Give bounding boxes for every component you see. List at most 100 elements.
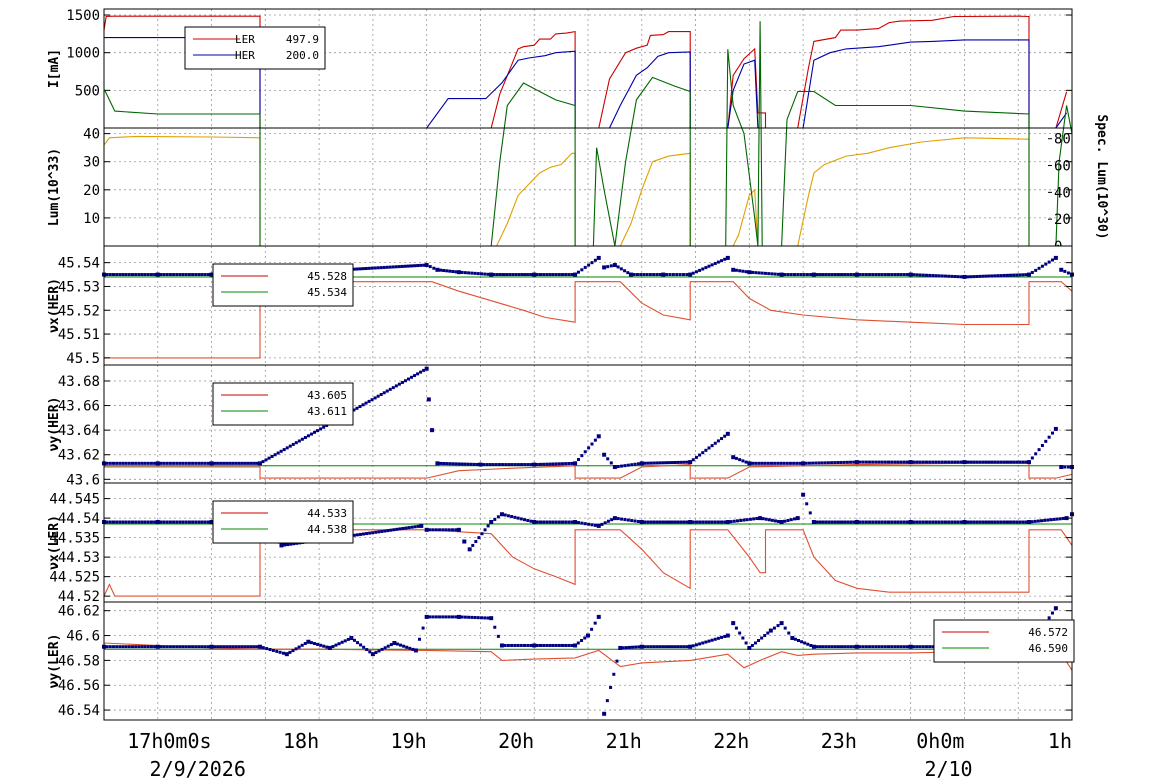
scatter-point — [679, 520, 683, 524]
scatter-point — [456, 614, 461, 619]
scatter-point — [953, 460, 957, 464]
scatter-point — [768, 628, 773, 633]
scatter-point — [808, 511, 812, 515]
scatter-point — [496, 515, 500, 519]
scatter-point — [488, 463, 492, 467]
scatter-point — [454, 615, 458, 619]
scatter-point — [934, 520, 938, 524]
scatter-point — [975, 274, 979, 278]
scatter-point — [763, 461, 767, 465]
scatter-point — [821, 645, 825, 649]
scatter-point — [1036, 519, 1040, 523]
scatter-point — [576, 457, 580, 461]
scatter-point — [231, 645, 235, 649]
y-tick-label: 30 — [83, 155, 100, 171]
scatter-point — [915, 273, 919, 277]
scatter-point — [507, 463, 511, 467]
scatter-point — [802, 273, 806, 277]
scatter-point — [1040, 444, 1044, 448]
scatter-point — [548, 273, 552, 277]
y-tick-label: 44.52 — [58, 589, 100, 605]
scatter-point — [596, 523, 601, 528]
x-date-label: 2/10 — [924, 757, 972, 781]
y-tick-label: 46.56 — [58, 678, 100, 694]
scatter-point — [143, 273, 147, 277]
scatter-point — [422, 368, 426, 372]
scatter-point — [438, 615, 442, 619]
scatter-point — [567, 273, 571, 277]
scatter-point — [811, 644, 816, 649]
scatter-point — [782, 461, 786, 465]
scatter-point — [679, 460, 683, 464]
scatter-point — [704, 448, 708, 452]
scatter-point — [738, 269, 742, 273]
scatter-point — [959, 520, 963, 524]
scatter-point — [698, 642, 702, 646]
scatter-point — [868, 645, 872, 649]
scatter-point — [206, 645, 210, 649]
scatter-point — [470, 615, 474, 619]
scatter-point — [1005, 520, 1009, 524]
series-line-2 — [104, 37, 1068, 129]
scatter-point — [937, 460, 941, 464]
scatter-point — [1053, 255, 1058, 260]
scatter-point — [1024, 460, 1028, 464]
scatter-point — [573, 461, 578, 466]
scatter-point — [564, 462, 568, 466]
scatter-point — [407, 526, 411, 530]
scatter-point — [545, 520, 549, 524]
scatter-point — [694, 270, 698, 274]
scatter-point — [924, 273, 928, 277]
scatter-point — [779, 272, 784, 277]
scatter-point — [915, 520, 919, 524]
scatter-point — [629, 272, 634, 277]
scatter-point — [1047, 435, 1051, 439]
scatter-point — [503, 513, 507, 517]
legend-value: 44.533 — [307, 507, 347, 520]
scatter-point — [516, 463, 520, 467]
scatter-point — [984, 520, 988, 524]
scatter-point — [243, 461, 247, 465]
scatter-point — [675, 273, 679, 277]
scatter-point — [432, 266, 436, 270]
scatter-point — [570, 461, 574, 465]
scatter-point — [146, 520, 150, 524]
scatter-point — [1012, 460, 1016, 464]
scatter-point — [787, 631, 791, 635]
scatter-point — [279, 449, 283, 453]
scatter-point — [535, 273, 539, 277]
scatter-point — [931, 274, 935, 278]
scatter-point — [445, 269, 449, 273]
y-tick-label: 46.58 — [58, 653, 100, 669]
scatter-point — [108, 520, 112, 524]
scatter-point — [470, 271, 474, 275]
scatter-point — [480, 532, 484, 536]
legend-value: 46.572 — [1028, 626, 1068, 639]
scatter-point — [159, 520, 163, 524]
scatter-point — [127, 520, 131, 524]
scatter-point — [723, 634, 727, 638]
scatter-point — [716, 520, 720, 524]
scatter-point — [137, 461, 141, 465]
scatter-point — [545, 643, 549, 647]
scatter-point — [840, 645, 844, 649]
scatter-point — [111, 273, 115, 277]
scatter-point — [852, 273, 856, 277]
scatter-point — [1018, 520, 1022, 524]
scatter-point — [327, 645, 332, 650]
scatter-point — [751, 270, 755, 274]
x-tick-label: 19h — [391, 729, 427, 753]
scatter-point — [908, 520, 913, 525]
scatter-point — [783, 626, 787, 630]
scatter-point — [283, 543, 287, 547]
scatter-point — [243, 645, 247, 649]
scatter-point — [833, 645, 837, 649]
scatter-point — [388, 265, 392, 269]
scatter-point — [1024, 273, 1028, 277]
scatter-point — [542, 520, 546, 524]
scatter-point — [846, 273, 850, 277]
scatter-point — [394, 265, 398, 269]
scatter-point — [959, 460, 963, 464]
scatter-point — [978, 274, 982, 278]
scatter-point — [401, 526, 405, 530]
